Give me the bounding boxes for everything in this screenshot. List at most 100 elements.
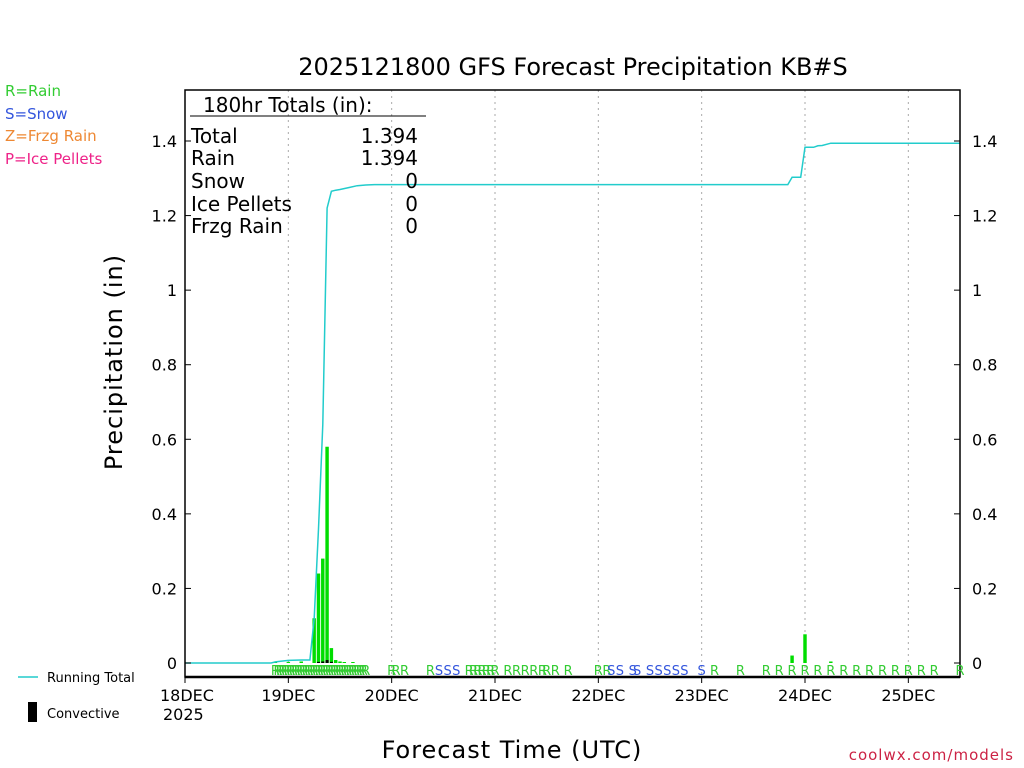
type-marker: S [607, 664, 615, 679]
chart-title: 2025121800 GFS Forecast Precipitation KB… [298, 53, 848, 81]
precip-bar [338, 661, 342, 663]
type-marker: S [680, 664, 688, 679]
type-marker: R [529, 664, 538, 679]
type-marker: R [335, 664, 344, 679]
type-marker: S [698, 664, 706, 679]
type-marker: R [284, 664, 293, 679]
grid-lines [287, 90, 909, 677]
type-marker: R [351, 664, 360, 679]
precip-bar [829, 661, 833, 663]
type-marker: R [473, 664, 482, 679]
type-marker: R [594, 664, 603, 679]
type-marker: R [299, 664, 308, 679]
y-tick-label-right: 0.4 [972, 505, 997, 524]
type-marker: R [490, 664, 499, 679]
type-marker: R [312, 664, 321, 679]
type-marker: R [328, 664, 337, 679]
type-marker: R [281, 664, 290, 679]
type-marker: R [775, 664, 784, 679]
totals-label-ice-pellets: Ice Pellets [191, 192, 292, 216]
y-tick-label-right: 0 [972, 654, 982, 673]
type-marker: R [341, 664, 350, 679]
precip-bar [321, 558, 325, 663]
type-marker: R [292, 664, 301, 679]
legend-convective-swatch [28, 702, 37, 722]
type-marker: R [904, 664, 913, 679]
type-marker: R [348, 664, 357, 679]
type-marker: R [276, 664, 285, 679]
type-marker: R [426, 664, 435, 679]
type-marker: R [317, 664, 326, 679]
type-marker: R [878, 664, 887, 679]
type-marker: S [633, 664, 641, 679]
precip-bar [325, 446, 329, 663]
type-marker: R [800, 664, 809, 679]
type-marker: R [710, 664, 719, 679]
type-marker: S [663, 664, 671, 679]
precip-bar [342, 662, 347, 663]
type-marker: S [654, 664, 662, 679]
y-tick-label-right: 1 [972, 281, 982, 300]
type-marker: R [302, 664, 311, 679]
convective-bar [329, 661, 333, 663]
y-axis-label: Precipitation (in) [100, 254, 128, 470]
running-total-series [185, 142, 960, 664]
totals-heading: 180hr Totals (in): [203, 93, 373, 117]
type-marker: R [359, 664, 368, 679]
x-tick-label: 25DEC [881, 686, 935, 705]
totals-value-total: 1.394 [361, 124, 418, 148]
type-marker: R [865, 664, 874, 679]
type-marker: R [294, 664, 303, 679]
precip-bars [273, 446, 833, 663]
totals-label-total: Total [190, 124, 238, 148]
type-marker: R [346, 664, 355, 679]
type-marker: R [542, 664, 551, 679]
plot-frame [184, 89, 961, 678]
convective-bar [325, 660, 329, 663]
type-marker: R [538, 664, 547, 679]
type-marker: R [482, 664, 491, 679]
x-tick-label: 22DEC [571, 686, 625, 705]
totals-value-snow: 0 [405, 169, 418, 193]
type-marker: R [486, 664, 495, 679]
type-marker: R [391, 664, 400, 679]
type-marker: R [400, 664, 409, 679]
type-marker: R [333, 664, 342, 679]
type-marker: R [813, 664, 822, 679]
type-marker: R [465, 664, 474, 679]
y-axis-ticks: 0 00.2 0.20.4 0.40.6 0.60.8 0.81 11.2 1.21.4 1.4 [152, 132, 998, 673]
running-total-line [185, 142, 960, 664]
type-marker: R [289, 664, 298, 679]
totals-label-frzg-rain: Frzg Rain [191, 214, 283, 238]
x-tick-label: 20DEC [365, 686, 419, 705]
type-marker: R [602, 664, 611, 679]
x-tick-label: 21DEC [468, 686, 522, 705]
type-marker: R [551, 664, 560, 679]
type-marker: R [361, 664, 370, 679]
type-marker: R [320, 664, 329, 679]
y-tick-label-left: 1 [167, 281, 177, 300]
type-marker: R [762, 664, 771, 679]
totals-label-snow: Snow [191, 169, 245, 193]
precip-bar [329, 648, 334, 663]
y-tick-label-left: 0 [167, 654, 177, 673]
type-marker: R [343, 664, 352, 679]
type-marker: S [646, 664, 654, 679]
precip-bar [351, 662, 355, 663]
x-tick-sublabel: 2025 [163, 705, 204, 724]
y-tick-label-left: 0.4 [152, 505, 177, 524]
legend-snow: S=Snow [5, 105, 68, 123]
type-marker: R [310, 664, 319, 679]
y-tick-label-left: 0.8 [152, 356, 177, 375]
precip-bar [790, 655, 794, 663]
type-marker: R [478, 664, 487, 679]
type-marker: R [387, 664, 396, 679]
totals-value-frzg-rain: 0 [405, 214, 418, 238]
type-marker: R [917, 664, 926, 679]
type-marker: R [955, 664, 964, 679]
precip-bar [312, 618, 316, 663]
y-tick-label-left: 0.6 [152, 430, 177, 449]
